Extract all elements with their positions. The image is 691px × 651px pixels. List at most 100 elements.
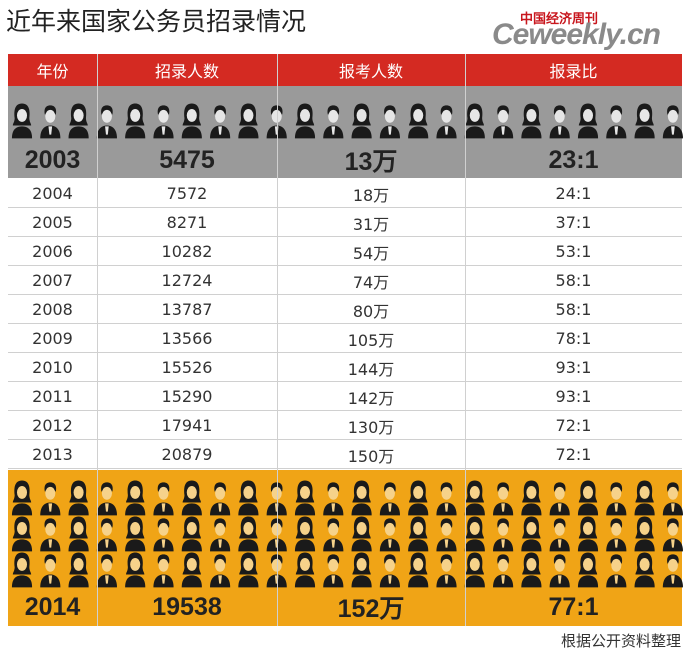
table-cell: 72:1 bbox=[555, 416, 592, 435]
table-cell: 2004 bbox=[32, 184, 73, 203]
person-icon bbox=[294, 552, 316, 588]
row-line bbox=[8, 439, 682, 440]
person-icon bbox=[40, 518, 61, 552]
table-cell: 74万 bbox=[352, 272, 390, 292]
person-icon bbox=[577, 480, 599, 516]
column-header: 报考人数 bbox=[338, 62, 403, 81]
person-icon bbox=[408, 480, 429, 516]
person-icon bbox=[662, 105, 683, 139]
table-cell: 80万 bbox=[352, 301, 390, 321]
table-cell: 78:1 bbox=[555, 329, 592, 348]
person-icon bbox=[493, 518, 514, 552]
person-icon bbox=[549, 554, 570, 588]
highlight-cell: 5475 bbox=[159, 145, 215, 174]
person-icon bbox=[96, 554, 117, 588]
person-icon bbox=[153, 482, 174, 516]
row-line bbox=[8, 410, 682, 411]
table-cell: 18万 bbox=[352, 185, 390, 205]
person-icon bbox=[153, 518, 174, 552]
person-icon bbox=[323, 518, 344, 552]
table-cell: 2008 bbox=[32, 300, 73, 319]
person-icon bbox=[153, 554, 174, 588]
person-icon bbox=[153, 105, 174, 139]
column-line bbox=[465, 54, 466, 626]
person-icon bbox=[40, 482, 61, 516]
person-icon bbox=[181, 103, 202, 139]
person-icon bbox=[181, 516, 202, 552]
highlight-cell: 19538 bbox=[152, 592, 222, 621]
highlight-cell: 13万 bbox=[344, 148, 398, 176]
highlight-cell: 2003 bbox=[24, 145, 81, 174]
person-icon bbox=[181, 480, 202, 516]
person-icon bbox=[294, 103, 316, 139]
table-cell: 24:1 bbox=[555, 184, 592, 203]
row-line bbox=[8, 468, 682, 469]
header-band bbox=[8, 54, 682, 86]
person-icon bbox=[238, 552, 259, 588]
person-icon bbox=[96, 518, 117, 552]
person-icon bbox=[351, 552, 372, 588]
row-line bbox=[8, 236, 682, 237]
person-icon bbox=[68, 516, 89, 552]
person-icon bbox=[351, 516, 372, 552]
person-icon bbox=[436, 105, 457, 139]
person-icon bbox=[577, 103, 599, 139]
table-cell: 2007 bbox=[32, 271, 73, 290]
table-cell: 15290 bbox=[161, 387, 213, 406]
person-icon bbox=[521, 480, 542, 516]
person-icon bbox=[323, 554, 344, 588]
highlight-cell: 77:1 bbox=[548, 592, 599, 621]
bottom-band bbox=[8, 470, 682, 626]
column-header: 年份 bbox=[36, 62, 69, 81]
person-icon bbox=[549, 482, 570, 516]
person-icon bbox=[549, 105, 570, 139]
table-cell: 17941 bbox=[161, 416, 213, 435]
person-icon bbox=[521, 103, 542, 139]
row-line bbox=[8, 294, 682, 295]
person-icon bbox=[125, 552, 146, 588]
person-icon bbox=[238, 103, 259, 139]
table-cell: 54万 bbox=[352, 243, 390, 263]
person-icon bbox=[11, 552, 33, 588]
person-icon bbox=[294, 516, 316, 552]
person-icon bbox=[210, 482, 231, 516]
person-icon bbox=[40, 105, 61, 139]
table-cell: 2012 bbox=[32, 416, 73, 435]
person-icon bbox=[210, 554, 231, 588]
person-icon bbox=[606, 518, 627, 552]
person-icon bbox=[238, 480, 259, 516]
person-icon bbox=[379, 105, 400, 139]
person-icon bbox=[606, 482, 627, 516]
person-icon bbox=[11, 516, 33, 552]
person-icon bbox=[464, 552, 485, 588]
person-icon bbox=[549, 518, 570, 552]
person-icon bbox=[68, 552, 89, 588]
footer: 根据公开资料整理 bbox=[560, 632, 681, 650]
person-icon bbox=[464, 103, 485, 139]
table-cell: 2006 bbox=[32, 242, 73, 261]
person-icon bbox=[493, 105, 514, 139]
person-icon bbox=[96, 105, 117, 139]
person-icon bbox=[125, 516, 146, 552]
column-header: 报录比 bbox=[549, 62, 598, 81]
person-icon bbox=[238, 516, 259, 552]
highlight-cell: 2014 bbox=[24, 592, 81, 621]
person-icon bbox=[294, 480, 316, 516]
person-icon bbox=[210, 518, 231, 552]
table-cell: 8271 bbox=[166, 213, 208, 232]
table-cell: 2010 bbox=[32, 358, 73, 377]
person-icon bbox=[662, 554, 683, 588]
title: 近年来国家公务员招录情况 bbox=[6, 7, 307, 36]
person-icon bbox=[96, 482, 117, 516]
table-cell: 93:1 bbox=[555, 358, 592, 377]
person-icon bbox=[662, 482, 683, 516]
person-icon bbox=[11, 480, 33, 516]
column-header: 招录人数 bbox=[154, 62, 219, 81]
person-icon bbox=[408, 516, 429, 552]
table-cell: 31万 bbox=[352, 214, 390, 234]
table-cell: 2013 bbox=[32, 445, 73, 464]
person-icon bbox=[68, 480, 89, 516]
table-cell: 58:1 bbox=[555, 271, 592, 290]
table-cell: 2009 bbox=[32, 329, 73, 348]
